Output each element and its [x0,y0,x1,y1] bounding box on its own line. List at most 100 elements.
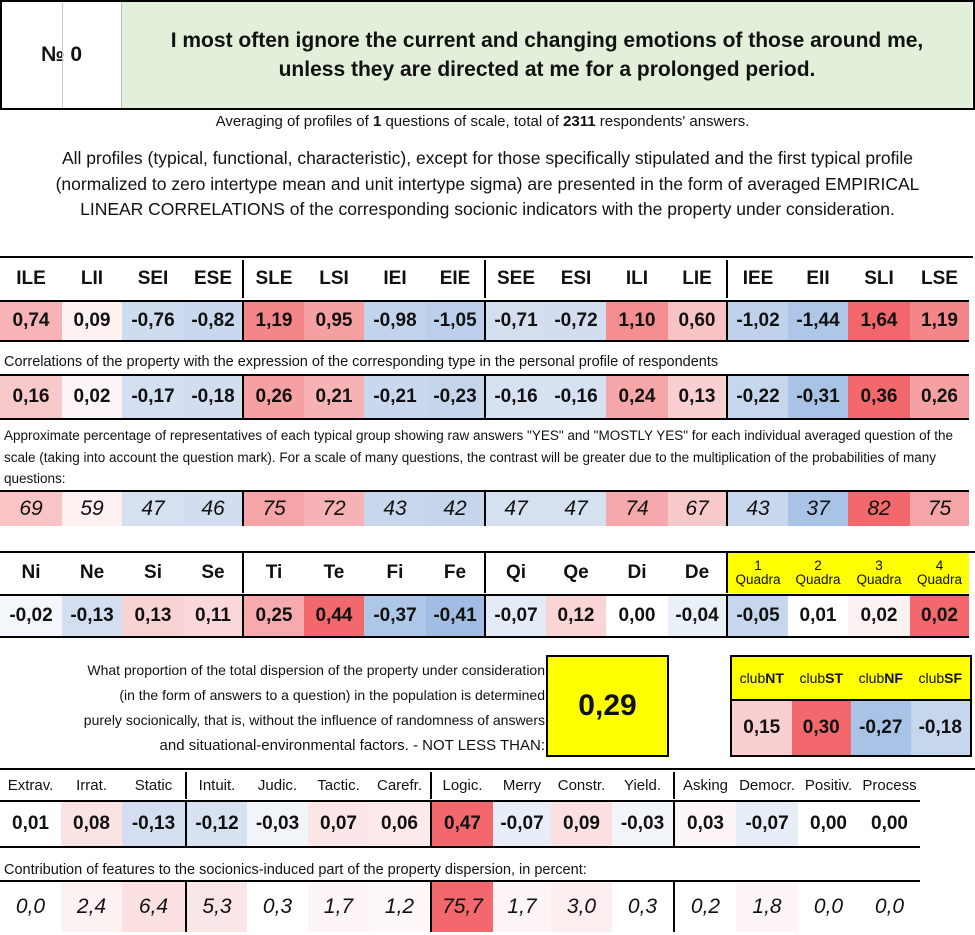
type-profile-value-5: 0,95 [304,302,364,340]
function-label-10: Di [627,562,647,583]
feature-contribution-row: 0,0 2,4 6,4 5,3 0,3 1,7 1,2 75,7 1,7 3,0 0,3 0,2 1,8… [0,880,920,932]
feature-value-13: 0,00 [798,802,859,846]
summary-line: Averaging of profiles of 1 questions of … [0,113,965,130]
feature-contribution-0: 0,0 [0,882,61,932]
feature-value-8: -0,07 [493,802,551,846]
question-box: I most often ignore the current and chan… [122,2,972,108]
type-percent-value-11: 67 [668,492,726,526]
feature-contribution-9: 3,0 [551,882,612,932]
function-value-3: 0,11 [184,596,242,636]
type-profile-value-10: 1,10 [606,302,668,340]
header-frame [0,0,975,110]
type-profile-value-3: -0,82 [184,302,242,340]
club-suffix: NT [765,670,784,686]
number-label: № [40,43,65,66]
feature-contribution-1: 2,4 [61,882,122,932]
feature-value-1: 0,08 [61,802,122,846]
type-percent-row: 69 59 47 46 75 72 43 42 47 47 74 67 43 37 82 75 [0,490,969,526]
club-prefix: club [799,670,826,686]
dispersion-line-1: What proportion of the total dispersion … [87,662,545,678]
dispersion-line-2: (in the form of answers to a question) i… [119,687,545,703]
quadra-word: Quadra [916,572,963,587]
type-percent-value-14: 82 [848,492,910,526]
club-suffix: ST [825,670,844,686]
feature-contribution-11: 0,2 [673,882,736,932]
function-value-0: -0,02 [0,596,62,636]
club-value-2: -0,27 [851,701,911,755]
function-label-8: Qi [484,553,546,593]
type-profile-value-14: 1,64 [848,302,910,340]
feature-label-4: Judic. [257,777,298,794]
feature-label-2: Static [134,777,173,794]
type-correlation-value-5: 0,21 [304,376,364,418]
type-label-10: ILI [625,268,649,289]
feature-value-14: 0,00 [859,802,920,846]
type-percent-value-15: 75 [910,492,969,526]
functions-topline [0,551,975,553]
feature-contribution-7: 75,7 [430,882,493,932]
feature-label-11: Asking [673,772,736,799]
feature-label-14: Process [862,777,917,794]
function-label-6: Fi [386,562,404,583]
type-correlation-value-0: 0,16 [0,376,62,418]
club-label-0: club NT [732,657,792,699]
function-values-row: -0,02 -0,13 0,13 0,11 0,25 0,44 -0,37 -0,41 -0,0… [0,594,969,638]
feature-value-0: 0,01 [0,802,61,846]
quadra-value-1: 0,01 [788,596,848,636]
type-percent-value-7: 42 [426,492,484,526]
function-value-5: 0,44 [304,596,364,636]
function-label-1: Ne [79,562,105,583]
type-label-8: SEE [484,260,546,298]
quadra-value-2: 0,02 [848,596,910,636]
number-box: № 0 [2,2,122,108]
feature-label-10: Yield. [624,777,661,794]
type-percent-value-8: 47 [484,492,546,526]
clubs-values: 0,15 0,30 -0,27 -0,18 [732,701,970,755]
type-correlation-value-1: 0,02 [62,376,122,418]
feature-label-7: Logic. [430,772,493,799]
type-correlation-value-9: -0,16 [546,376,606,418]
club-label-2: club NF [851,657,911,699]
type-percent-value-5: 72 [304,492,364,526]
function-label-7: Fe [443,562,467,583]
type-label-11: LIE [682,268,712,289]
type-percent-value-9: 47 [546,492,606,526]
quadra-label-0: 1 Quadra [726,553,788,593]
dispersion-value: 0,29 [578,689,637,722]
feature-label-12: Democr. [739,777,795,794]
feature-label-0: Extrav. [7,777,54,794]
clubs-table: club NT club ST club NF club SF 0,15 0,30 -0,27 -0,… [730,655,972,757]
feature-contribution-5: 1,7 [308,882,369,932]
feature-value-6: 0,06 [369,802,430,846]
type-percent-value-10: 74 [606,492,668,526]
club-value-1: 0,30 [791,701,851,755]
type-percent-value-3: 46 [184,492,242,526]
function-label-9: Qe [563,562,589,583]
feature-label-5: Tactic. [317,777,360,794]
type-percent-value-1: 59 [62,492,122,526]
quadra-word: Quadra [795,572,841,587]
quadra-word: Quadra [735,572,781,587]
type-profile-value-9: -0,72 [546,302,606,340]
club-prefix: club [918,670,945,686]
quadra-number: 4 [935,558,944,573]
feature-label-6: Carefr. [376,777,422,794]
type-percent-value-4: 75 [242,492,304,526]
club-label-3: club SF [911,657,971,699]
feature-value-2: -0,13 [122,802,185,846]
function-value-6: -0,37 [364,596,426,636]
summary-n-answers: 2311 [563,113,596,130]
type-labels-row: ILE LII SEI ESE SLE LSI IEI EIE SEE ESI ILI LIE IEE E… [0,260,969,298]
club-suffix: SF [944,670,963,686]
feature-value-3: -0,12 [185,802,247,846]
type-correlation-value-2: -0,17 [122,376,184,418]
type-profile-value-13: -1,44 [788,302,848,340]
type-label-13: EII [806,268,830,289]
quadra-number: 2 [814,558,822,573]
type-label-7: EIE [439,268,471,289]
type-correlation-value-12: -0,22 [726,376,788,418]
dispersion-line-4: and situational-environmental factors. -… [159,737,545,754]
function-value-10: 0,00 [606,596,668,636]
feature-label-8: Merry [502,777,542,794]
feature-value-9: 0,09 [551,802,612,846]
